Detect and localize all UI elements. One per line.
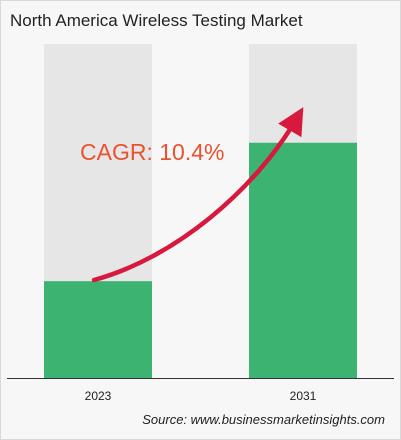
- source-text: Source: www.businessmarketinsights.com: [142, 412, 385, 427]
- x-tick-label-2031: 2031: [290, 389, 317, 403]
- chart-title: North America Wireless Testing Market: [10, 11, 303, 30]
- cagr-annotation: CAGR: 10.4%: [80, 139, 224, 165]
- bar-2023: [44, 281, 152, 378]
- growth-arrow: [91, 107, 304, 283]
- bar-2031: [249, 142, 357, 378]
- x-tick-label-2023: 2023: [85, 389, 112, 403]
